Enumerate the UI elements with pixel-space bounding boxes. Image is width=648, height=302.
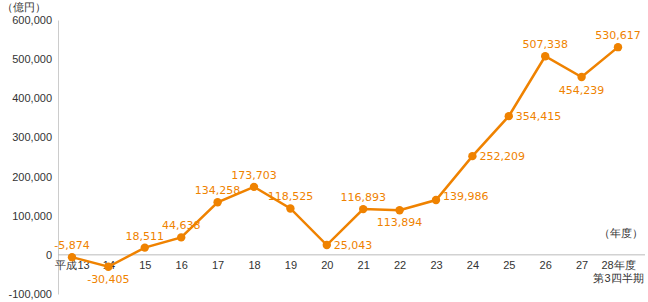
x-tick: 20 (321, 255, 333, 271)
data-label: -5,874 (54, 239, 89, 252)
y-tick: 600,000 (12, 14, 58, 26)
y-tick-label: -100,000 (9, 288, 52, 300)
data-label: 252,209 (479, 150, 525, 163)
x-tick-label: 28年度第3四半期 (593, 259, 643, 284)
x-tick-label: 23 (430, 259, 442, 271)
point (177, 233, 185, 241)
y-axis: -100,000 0 100,000 200,000 300,000 400,000 500… (9, 14, 59, 300)
data-label: 139,986 (443, 190, 489, 203)
chart: -100,000 0 100,000 200,000 300,000 400,000 500… (0, 0, 648, 302)
x-tick-label: 17 (212, 259, 224, 271)
data-label: 116,893 (340, 191, 386, 204)
data-label: 173,703 (231, 169, 277, 182)
data-label: 113,894 (377, 216, 423, 229)
data-label: 354,415 (516, 110, 562, 123)
data-label: 18,511 (126, 230, 165, 243)
x-axis-title: （年度） (599, 227, 643, 240)
x-tick: 24 (467, 255, 479, 271)
point (577, 73, 585, 81)
y-axis-title: （億円） (2, 1, 46, 14)
y-tick: 300,000 (12, 131, 58, 143)
point (541, 52, 549, 60)
x-tick-label: 15 (139, 259, 151, 271)
y-tick: 500,000 (12, 53, 58, 65)
data-label: 134,258 (195, 184, 241, 197)
data-label: 118,525 (268, 190, 314, 203)
y-tick: 400,000 (12, 92, 58, 104)
point (468, 152, 476, 160)
x-tick-label: 21 (358, 259, 370, 271)
x-tick-label: 18 (248, 259, 260, 271)
x-tick-label: 27 (576, 259, 588, 271)
x-tick: 28年度第3四半期 (593, 255, 643, 284)
x-tick-label: 24 (467, 259, 479, 271)
x-axis-line (58, 254, 645, 255)
y-tick: -100,000 (9, 288, 58, 300)
y-tick-label: 300,000 (12, 131, 52, 143)
point (395, 206, 403, 214)
x-tick: 21 (358, 255, 370, 271)
y-axis-line (58, 21, 59, 295)
x-tick-label: 20 (321, 259, 333, 271)
x-tick: 22 (394, 255, 406, 271)
point (359, 205, 367, 213)
y-tick-label: 0 (46, 249, 52, 261)
point (213, 198, 221, 206)
point (614, 43, 622, 51)
point (286, 204, 294, 212)
x-tick: 19 (285, 255, 297, 271)
x-tick: 25 (503, 255, 515, 271)
y-tick: 100,000 (12, 210, 58, 222)
point (104, 263, 112, 271)
data-labels: -5,874 -30,405 18,51144,638 134,258 173,703 1… (54, 29, 640, 286)
y-tick: 200,000 (12, 171, 58, 183)
y-tick-label: 100,000 (12, 210, 52, 222)
data-label: -30,405 (87, 273, 129, 286)
data-label: 507,338 (522, 38, 568, 51)
y-tick-label: 200,000 (12, 171, 52, 183)
line (72, 47, 618, 267)
point (323, 241, 331, 249)
x-tick: 15 (139, 255, 151, 271)
data-label: 530,617 (595, 29, 641, 42)
x-tick: 14 (103, 255, 115, 271)
point (432, 196, 440, 204)
x-tick: 16 (176, 255, 188, 271)
point (68, 253, 76, 261)
data-label: 25,043 (334, 239, 373, 252)
x-tick: 26 (540, 255, 552, 271)
x-tick-label: 19 (285, 259, 297, 271)
data-label: 44,638 (162, 219, 201, 232)
x-tick: 27 (576, 255, 588, 271)
data-label: 454,239 (559, 84, 605, 97)
point (141, 243, 149, 251)
x-tick: 23 (430, 255, 442, 271)
y-tick-label: 500,000 (12, 53, 52, 65)
y-tick-label: 600,000 (12, 14, 52, 26)
y-tick-label: 400,000 (12, 92, 52, 104)
x-tick: 17 (212, 255, 224, 271)
point (505, 112, 513, 120)
x-tick-label: 26 (540, 259, 552, 271)
x-tick: 18 (248, 255, 260, 271)
x-tick-label: 25 (503, 259, 515, 271)
x-axis: 平成13141516171819202122232425262728年度第3四半… (55, 255, 645, 284)
x-tick-label: 22 (394, 259, 406, 271)
plot-area (68, 43, 622, 271)
point (250, 183, 258, 191)
x-tick-label: 16 (176, 259, 188, 271)
